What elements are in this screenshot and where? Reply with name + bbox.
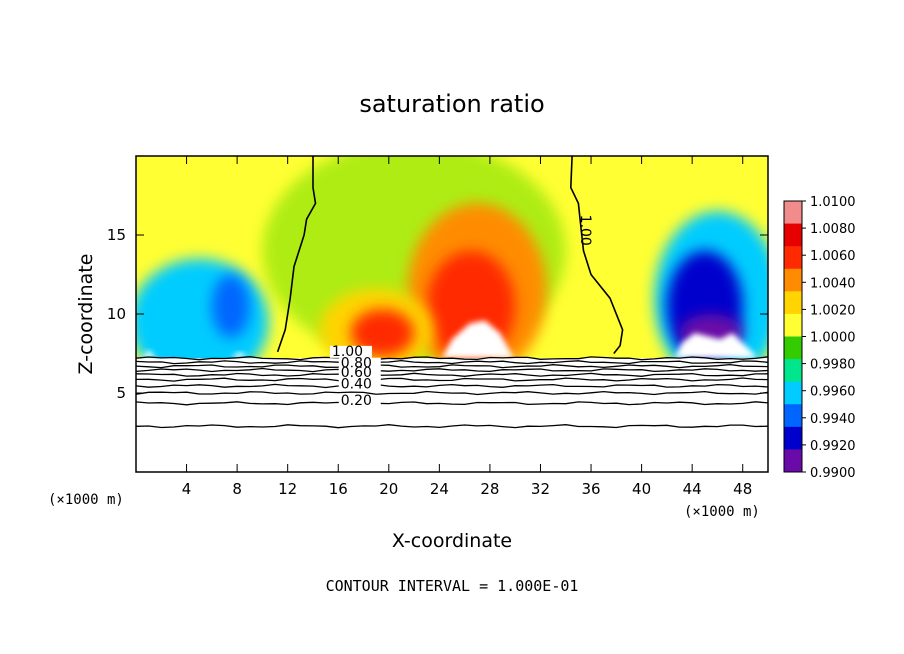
colorbar-tick-label: 0.9920 (810, 439, 856, 454)
contour-lines (136, 156, 768, 429)
contour-0.30 (136, 390, 768, 396)
colorbar-tick-label: 0.9960 (810, 385, 856, 400)
contour-1-00-right (569, 156, 624, 354)
masked-region-1 (674, 332, 756, 359)
x-tick-label: 48 (733, 480, 752, 498)
colorbar-swatch (784, 381, 802, 405)
x-tick-label: 32 (531, 480, 550, 498)
colorbar-swatch (784, 449, 802, 473)
colorbar-tick-label: 0.9940 (810, 412, 856, 427)
x-tick-label: 40 (632, 480, 651, 498)
y-axis-label: Z-coordinate (75, 254, 97, 375)
x-unit-right: (×1000 m) (684, 504, 760, 520)
colorbar-swatch (784, 313, 802, 337)
x-tick-label: 20 (379, 480, 398, 498)
masked-region-2 (142, 350, 157, 359)
x-tick-label: 16 (329, 480, 348, 498)
contour-label: 1.00 (332, 344, 363, 360)
colorbar-tick-label: 1.0040 (810, 276, 856, 291)
colorbar-swatch (784, 404, 802, 428)
y-tick-label: 5 (116, 384, 126, 402)
colorbar-swatch (784, 291, 802, 315)
field-blob-5 (211, 274, 250, 338)
contour-label-bg (329, 345, 372, 358)
contour-label: 0.60 (341, 365, 372, 381)
subsurface-region (136, 358, 768, 472)
contour-0.70 (136, 367, 768, 373)
x-tick-label: 28 (480, 480, 499, 498)
contour-1.00 (136, 356, 768, 361)
colorbar-swatch (784, 201, 802, 225)
contour-label-bg (338, 367, 381, 380)
colorbar: 1.0100 1.0080 1.0060 1.0040 1.0020 1.0000 0.99… (783, 195, 856, 481)
colorbar-swatch (784, 359, 802, 383)
contour-label: 0.20 (341, 393, 372, 409)
contour-label-bg (338, 378, 381, 391)
colorbar-swatch (784, 246, 802, 270)
x-tick-label: 4 (182, 480, 192, 498)
contour-0.40 (136, 383, 768, 389)
contour-0.10 (136, 424, 768, 429)
colorbar-swatch (784, 223, 802, 247)
colorbar-tick-label: 0.9900 (810, 466, 856, 481)
contour-0.50 (136, 377, 768, 382)
contour-1-00-left (276, 156, 317, 353)
y-tick-label: 10 (107, 305, 126, 323)
x-axis-label: X-coordinate (392, 530, 512, 552)
colorbar-tick-label: 1.0100 (810, 195, 856, 210)
x-tick-label: 24 (430, 480, 449, 498)
contour-label-bg (338, 357, 381, 370)
contour-0.20 (136, 401, 768, 406)
colorbar-tick-label: 1.0080 (810, 222, 856, 237)
contour-label: 0.40 (341, 376, 372, 392)
contour-0.80 (136, 363, 768, 369)
saturation-field (136, 156, 768, 472)
x-tick-label: 12 (278, 480, 297, 498)
colorbar-swatch (784, 268, 802, 292)
colorbar-tick-label: 0.9980 (810, 358, 856, 373)
masked-region-0 (441, 320, 516, 359)
colorbar-tick-label: 1.0020 (810, 303, 856, 318)
plot-area: 1.000.800.600.400.201.00 4 8 12 16 20 24 28 32 3… (107, 155, 769, 498)
y-tick-label: 15 (107, 226, 126, 244)
contour-label: 1.00 (577, 215, 593, 246)
x-tick-label: 8 (232, 480, 242, 498)
contour-0.90 (136, 359, 768, 365)
x-unit-left: (×1000 m) (48, 492, 124, 508)
colorbar-tick-label: 1.0000 (810, 331, 856, 346)
contour-interval-note: CONTOUR INTERVAL = 1.000E-01 (326, 577, 579, 595)
x-tick-label: 44 (683, 480, 702, 498)
contour-label-bg (338, 394, 381, 407)
contour-0.60 (136, 372, 768, 377)
x-tick-label: 36 (581, 480, 600, 498)
colorbar-swatch (784, 336, 802, 360)
field-blob-3 (350, 309, 415, 357)
chart-title: saturation ratio (359, 90, 544, 118)
colorbar-tick-label: 1.0060 (810, 249, 856, 264)
colorbar-swatch (784, 426, 802, 450)
contour-labels: 1.000.800.600.400.201.00 (329, 215, 593, 409)
